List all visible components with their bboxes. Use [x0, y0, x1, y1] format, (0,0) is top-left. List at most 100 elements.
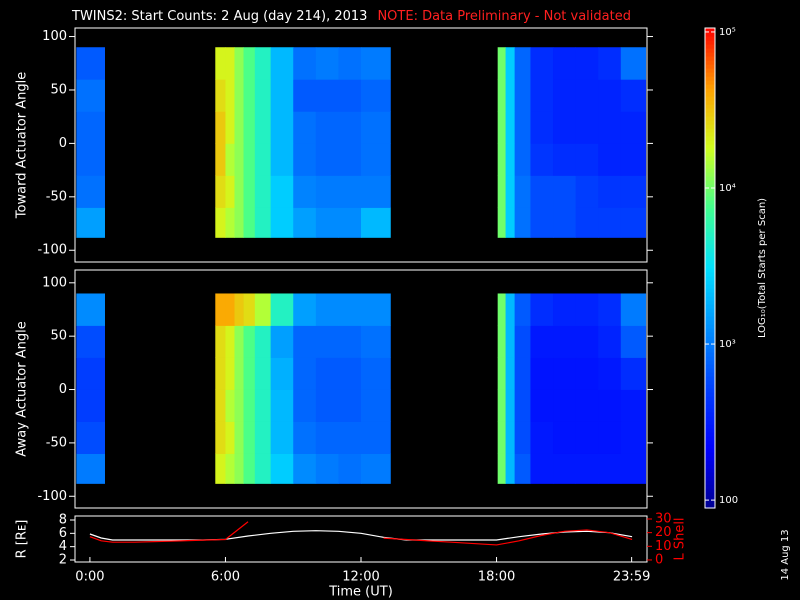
heatmap-cell — [315, 207, 339, 238]
heatmap-cell — [315, 143, 339, 176]
heatmap-cell — [361, 293, 391, 326]
colorbar-slice — [705, 504, 715, 509]
heatmap-cell — [620, 293, 647, 326]
colorbar-slice — [705, 248, 715, 253]
heatmap-cell — [338, 421, 362, 454]
heatmap-cell — [361, 325, 391, 358]
heatmap-cell — [530, 453, 554, 484]
heatmap-cell — [361, 79, 391, 112]
heatmap-cell — [598, 47, 622, 80]
colorbar-slice — [705, 440, 715, 445]
heatmap-cell — [215, 47, 226, 80]
y-tick-label: 4 — [59, 539, 67, 554]
colorbar-slice — [705, 232, 715, 237]
heatmap-cell — [76, 325, 105, 358]
heatmap-cell — [254, 143, 272, 176]
heatmap-cell — [270, 79, 294, 112]
colorbar-slice — [705, 164, 715, 169]
heatmap-cell — [293, 325, 317, 358]
colorbar-slice — [705, 368, 715, 373]
colorbar-slice — [705, 352, 715, 357]
y-tick-label: -100 — [37, 489, 67, 504]
heatmap-cell — [76, 143, 105, 176]
heatmap-cell — [505, 389, 516, 422]
heatmap-cell — [530, 357, 554, 390]
heatmap-cell — [234, 325, 244, 358]
colorbar-slice — [705, 380, 715, 385]
heatmap-cell — [234, 111, 244, 144]
heatmap-cell — [514, 143, 531, 176]
title: TWINS2: Start Counts: 2 Aug (day 214), 2… — [71, 9, 367, 24]
heatmap-cell — [598, 143, 622, 176]
colorbar-slice — [705, 192, 715, 197]
plot-frame — [74, 269, 648, 509]
heatmap-cell — [243, 79, 256, 112]
colorbar-slice — [705, 236, 715, 241]
y-axis-label: Toward Actuator Angle — [15, 72, 30, 219]
colorbar-slice — [705, 112, 715, 117]
y-tick-label: -100 — [37, 243, 67, 258]
colorbar-slice — [705, 480, 715, 485]
colorbar-slice — [705, 140, 715, 145]
colorbar-tick-label: 10⁴ — [719, 183, 736, 194]
colorbar-slice — [705, 36, 715, 41]
heatmap-cell — [243, 421, 256, 454]
heatmap-cell — [530, 143, 554, 176]
colorbar-slice — [705, 276, 715, 281]
heatmap-cell — [505, 79, 516, 112]
heatmap-cell — [338, 143, 362, 176]
heatmap-cell — [514, 207, 531, 238]
heatmap-cell — [315, 325, 339, 358]
colorbar-slice — [705, 132, 715, 137]
colorbar-slice — [705, 416, 715, 421]
heatmap-cell — [270, 453, 294, 484]
heatmap-cell — [530, 47, 554, 80]
heatmap-cell — [553, 207, 577, 238]
heatmap-cell — [598, 421, 622, 454]
y-tick-label: 0 — [59, 136, 67, 151]
heatmap-cell — [234, 421, 244, 454]
heatmap-cell — [270, 421, 294, 454]
heatmap-cell — [598, 293, 622, 326]
colorbar-slice — [705, 288, 715, 293]
colorbar-slice — [705, 476, 715, 481]
colorbar-slice — [705, 388, 715, 393]
colorbar-slice — [705, 244, 715, 249]
x-tick-label: 0:00 — [75, 570, 104, 585]
y-tick-label: 0 — [59, 382, 67, 397]
heatmap-cell — [361, 389, 391, 422]
colorbar-slice — [705, 280, 715, 285]
heatmap-cell — [254, 325, 272, 358]
y2-tick-label: 30 — [655, 512, 672, 527]
heatmap-cell — [598, 207, 622, 238]
colorbar-slice — [705, 176, 715, 181]
colorbar-slice — [705, 216, 715, 221]
heatmap-cell — [553, 175, 577, 208]
colorbar-slice — [705, 364, 715, 369]
heatmap-cell — [620, 47, 647, 80]
colorbar-slice — [705, 448, 715, 453]
colorbar-slice — [705, 32, 715, 37]
heatmap-cell — [76, 357, 105, 390]
heatmap-cell — [598, 111, 622, 144]
colorbar-slice — [705, 396, 715, 401]
heatmap-cell — [270, 389, 294, 422]
heatmap-cell — [76, 453, 105, 484]
colorbar-slice — [705, 160, 715, 165]
heatmap-cell — [505, 421, 516, 454]
colorbar-slice — [705, 72, 715, 77]
heatmap-cell — [598, 389, 622, 422]
colorbar-slice — [705, 436, 715, 441]
heatmap-cell — [598, 175, 622, 208]
colorbar-slice — [705, 292, 715, 297]
heatmap-cell — [598, 79, 622, 112]
heatmap-cell — [575, 47, 599, 80]
colorbar-slice — [705, 208, 715, 213]
heatmap-cell — [505, 293, 516, 326]
heatmap-cell — [225, 79, 235, 112]
heatmap-cell — [361, 421, 391, 454]
heatmap-cell — [361, 47, 391, 80]
y2-tick-label: 0 — [655, 552, 663, 567]
heatmap-cell — [215, 111, 226, 144]
colorbar-slice — [705, 44, 715, 49]
